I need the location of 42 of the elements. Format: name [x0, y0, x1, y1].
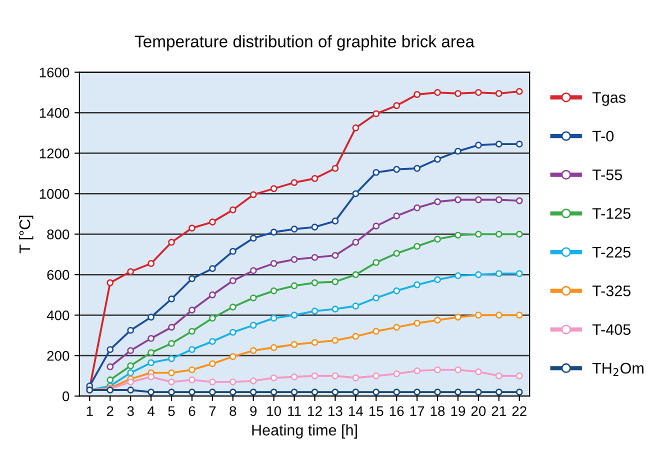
y-tick-label: 1000 — [40, 189, 70, 199]
x-tick-label: 13 — [328, 406, 342, 416]
x-tick-label: 1 — [86, 406, 93, 416]
legend-label: T-125 — [592, 208, 631, 219]
x-tick-label: 7 — [209, 406, 216, 416]
x-tick-label: 3 — [127, 406, 134, 416]
x-tick-label: 19 — [451, 406, 466, 416]
x-tick-label: 20 — [471, 406, 486, 416]
x-tick-label: 10 — [267, 406, 282, 416]
x-tick-label: 2 — [106, 406, 114, 416]
legend-label: TH$_{2}$Om — [592, 362, 644, 376]
x-tick-label: 8 — [230, 406, 236, 416]
x-tick-label: 4 — [148, 406, 155, 416]
x-axis-title: Heating time [h] — [252, 424, 357, 439]
y-tick-label: 800 — [47, 230, 70, 240]
x-tick-label: 21 — [492, 406, 506, 416]
y-axis-title: T [°C] — [19, 216, 34, 254]
x-tick-label: 14 — [349, 406, 363, 416]
y-tick-label: 1200 — [40, 148, 70, 158]
legend-label: T-225 — [592, 246, 631, 258]
x-tick-label: 16 — [390, 406, 404, 416]
x-tick-label: 11 — [288, 406, 301, 416]
x-tick-label: 12 — [308, 406, 322, 416]
x-tick-label: 15 — [369, 406, 384, 416]
legend-label: Tgas — [592, 92, 626, 106]
legend-label: T-0 — [592, 130, 614, 142]
x-tick-label: 5 — [168, 406, 175, 416]
y-tick-label: 1400 — [40, 108, 70, 118]
x-tick-label: 6 — [188, 406, 196, 416]
x-tick-label: 9 — [250, 406, 257, 416]
y-tick-label: 0 — [62, 391, 70, 402]
x-tick-label: 22 — [512, 406, 526, 416]
y-tick-label: 400 — [46, 310, 70, 320]
legend-label: T-55 — [592, 170, 622, 180]
y-tick-label: 1600 — [40, 68, 70, 78]
legend-label: T-405 — [592, 324, 631, 335]
x-tick-label: 18 — [430, 406, 445, 416]
y-tick-label: 200 — [47, 350, 70, 361]
x-tick-label: 17 — [410, 406, 424, 416]
legend-label: T-325 — [592, 285, 631, 296]
y-tick-label: 600 — [47, 270, 70, 280]
chart-title: Temperature distribution of graphite brick area — [134, 35, 475, 51]
